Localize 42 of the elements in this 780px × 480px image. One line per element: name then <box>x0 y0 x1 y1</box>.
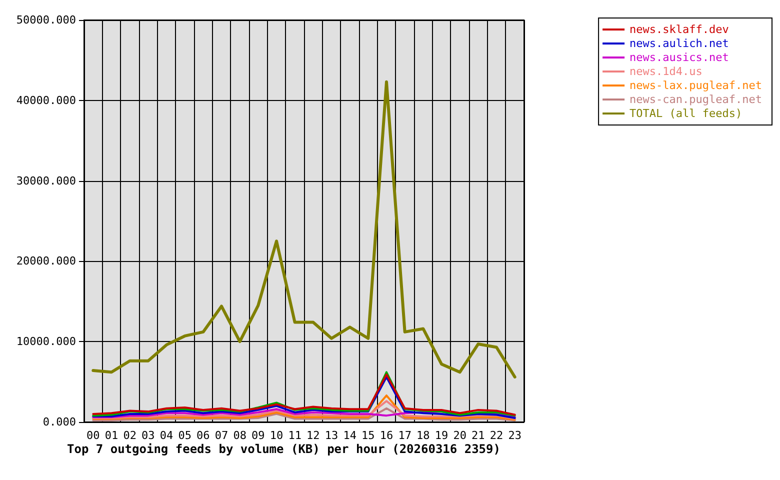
y-tick-label: 30000.000 <box>16 174 76 188</box>
x-tick-label: 00 <box>86 429 100 442</box>
x-tick-label: 19 <box>434 429 448 442</box>
x-tick-label: 20 <box>453 429 466 442</box>
x-tick-label: 05 <box>178 429 192 442</box>
x-tick-label: 06 <box>196 429 210 442</box>
x-tick-label: 13 <box>324 429 338 442</box>
x-tick-label: 23 <box>508 429 522 442</box>
legend-label: news-can.pugleaf.net <box>630 93 762 106</box>
legend-label: news.sklaff.dev <box>630 23 730 36</box>
x-tick-label: 03 <box>142 429 155 442</box>
text: Top 7 outgoing feeds by volume (KB) per hour (20260316 2359) <box>67 442 500 456</box>
x-tick-label: 15 <box>362 429 375 442</box>
legend-label: TOTAL (all feeds) <box>630 107 742 120</box>
y-tick-label: 40000.000 <box>16 94 76 107</box>
x-tick-label: 07 <box>214 429 228 442</box>
y-tick-label: 0.000 <box>42 416 76 428</box>
line-series <box>92 407 516 422</box>
legend-label: news.aulich.net <box>630 37 729 50</box>
x-tick-label: 11 <box>288 429 302 442</box>
x-tick-label: 09 <box>252 429 265 442</box>
x-tick-label: 14 <box>343 429 357 442</box>
x-tick-label: 04 <box>160 429 174 442</box>
line-series <box>92 80 516 378</box>
x-tick-label: 17 <box>398 429 412 442</box>
x-tick-label: 08 <box>233 429 246 442</box>
line-series <box>92 394 516 421</box>
y-tick-label: 20000.000 <box>16 254 76 268</box>
legend-label: news-lax.pugleaf.net <box>630 79 762 92</box>
x-tick-label: 16 <box>380 429 394 442</box>
y-tick-label: 10000.000 <box>16 335 76 348</box>
x-tick-label: 01 <box>104 429 118 442</box>
x-tick-label: 02 <box>123 429 136 442</box>
x-tick-label: 22 <box>490 429 504 442</box>
x-tick-label: 12 <box>306 429 320 442</box>
line-series <box>92 400 516 420</box>
x-tick-label: 10 <box>270 429 284 442</box>
x-tick-label: 18 <box>416 429 430 442</box>
legend-label: news.ausics.net <box>630 51 729 64</box>
x-tick-label: 21 <box>472 429 485 442</box>
legend-label: news.1d4.us <box>630 65 702 78</box>
y-tick-label: 50000.000 <box>16 14 76 26</box>
